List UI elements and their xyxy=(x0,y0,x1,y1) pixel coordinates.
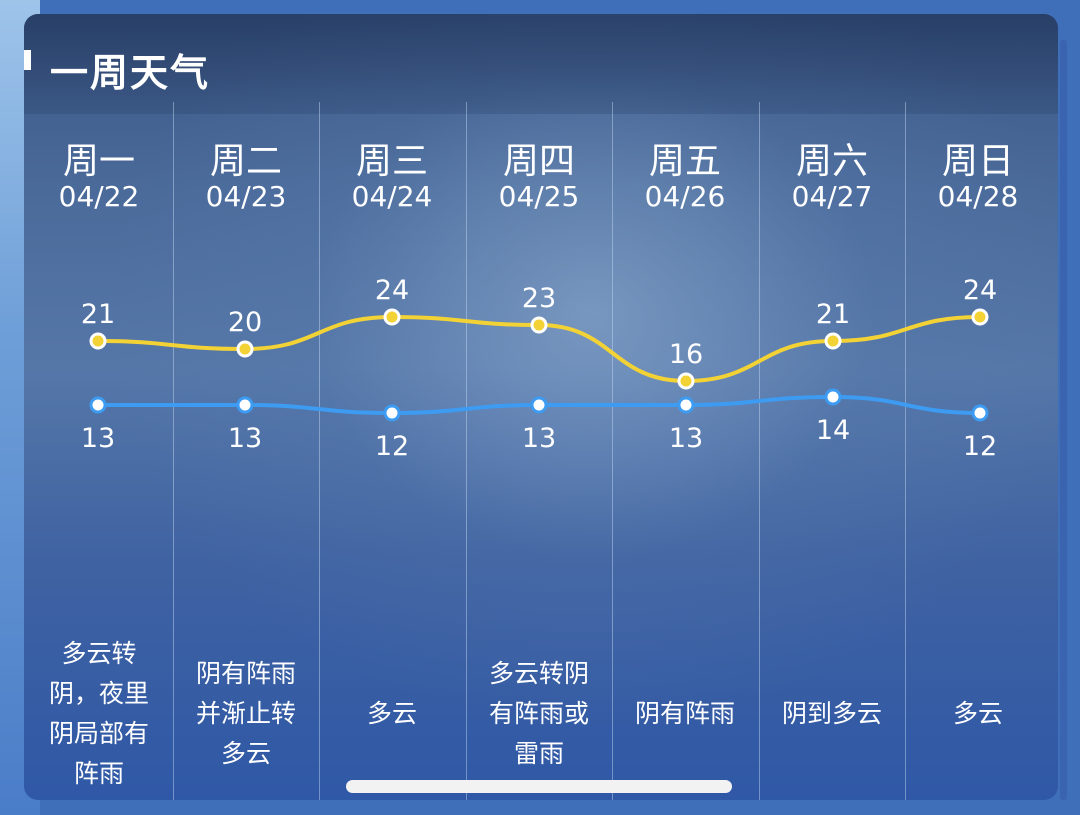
vertical-scroll-edge[interactable] xyxy=(1060,40,1067,800)
date-label: 04/23 xyxy=(205,180,287,213)
date-label: 04/28 xyxy=(937,180,1019,213)
low-temp-point xyxy=(971,404,989,422)
weather-description-text: 阴到多云 xyxy=(781,699,882,728)
column-divider xyxy=(319,102,320,800)
low-temp-point xyxy=(383,404,401,422)
high-temp-point xyxy=(89,332,107,350)
high-temp-point xyxy=(530,316,548,334)
low-temp-label: 12 xyxy=(963,431,997,462)
weekly-weather-card: 一周天气 周一 04/22 多云转阴，夜里阴局部有阵雨 周二 04/23 阴有阵雨并渐止转… xyxy=(24,14,1058,800)
day-label: 周四 xyxy=(502,141,575,182)
day-label: 周三 xyxy=(355,141,428,182)
low-temp-point xyxy=(236,396,254,414)
high-temp-label: 24 xyxy=(375,275,409,306)
weather-description: 多云 xyxy=(905,629,1051,799)
high-temp-point xyxy=(971,308,989,326)
title-accent-bar xyxy=(24,50,31,70)
column-divider xyxy=(759,102,760,800)
horizontal-scrollbar[interactable] xyxy=(346,780,732,793)
date-label: 04/26 xyxy=(644,180,726,213)
date-label: 04/25 xyxy=(498,180,580,213)
day-label: 周二 xyxy=(209,141,282,182)
high-temp-point xyxy=(824,332,842,350)
low-temp-point xyxy=(677,396,695,414)
header-backdrop xyxy=(24,14,1058,114)
low-temp-label: 14 xyxy=(816,415,850,446)
day-label: 周一 xyxy=(62,141,135,182)
high-temp-label: 21 xyxy=(816,299,850,330)
day-label: 周六 xyxy=(795,141,868,182)
weather-description-text: 多云转阴有阵雨或雷雨 xyxy=(488,659,589,768)
date-label: 04/27 xyxy=(791,180,873,213)
high-temp-label: 23 xyxy=(522,283,556,314)
weather-description: 多云 xyxy=(319,629,465,799)
card-title: 一周天气 xyxy=(50,51,211,95)
low-temp-point xyxy=(824,388,842,406)
weather-description: 阴到多云 xyxy=(759,629,905,799)
weather-description: 阴有阵雨并渐止转多云 xyxy=(173,629,319,799)
weather-description-text: 阴有阵雨并渐止转多云 xyxy=(195,659,296,768)
date-label: 04/22 xyxy=(58,180,140,213)
day-label: 周五 xyxy=(648,141,721,182)
high-temp-point xyxy=(383,308,401,326)
column-divider xyxy=(173,102,174,800)
high-temp-label: 21 xyxy=(81,299,115,330)
weather-description: 阴有阵雨 xyxy=(612,629,758,799)
low-temp-label: 13 xyxy=(669,423,703,454)
weather-description: 多云转阴，夜里阴局部有阵雨 xyxy=(26,629,172,799)
day-label: 周日 xyxy=(941,141,1014,182)
low-temp-label: 13 xyxy=(81,423,115,454)
temperature-chart: 21 20 24 23 16 21 24 13 13 12 13 13 14 12 xyxy=(81,275,997,462)
high-temp-label: 24 xyxy=(963,275,997,306)
high-temp-point xyxy=(236,340,254,358)
high-temp-label: 16 xyxy=(669,339,703,370)
high-temp-label: 20 xyxy=(228,307,262,338)
weather-description-text: 多云 xyxy=(366,699,417,728)
date-label: 04/24 xyxy=(351,180,433,213)
low-temp-point xyxy=(89,396,107,414)
low-temp-point xyxy=(530,396,548,414)
high-temp-point xyxy=(677,372,695,390)
low-temp-label: 13 xyxy=(228,423,262,454)
weather-description-text: 阴有阵雨 xyxy=(634,699,735,728)
weather-description-text: 多云 xyxy=(952,699,1003,728)
weather-description-text: 多云转阴，夜里阴局部有阵雨 xyxy=(48,639,149,788)
weather-description: 多云转阴有阵雨或雷雨 xyxy=(466,629,612,799)
low-temp-label: 13 xyxy=(522,423,556,454)
column-divider xyxy=(466,102,467,800)
low-temp-label: 12 xyxy=(375,431,409,462)
column-divider xyxy=(612,102,613,800)
column-divider xyxy=(905,102,906,800)
